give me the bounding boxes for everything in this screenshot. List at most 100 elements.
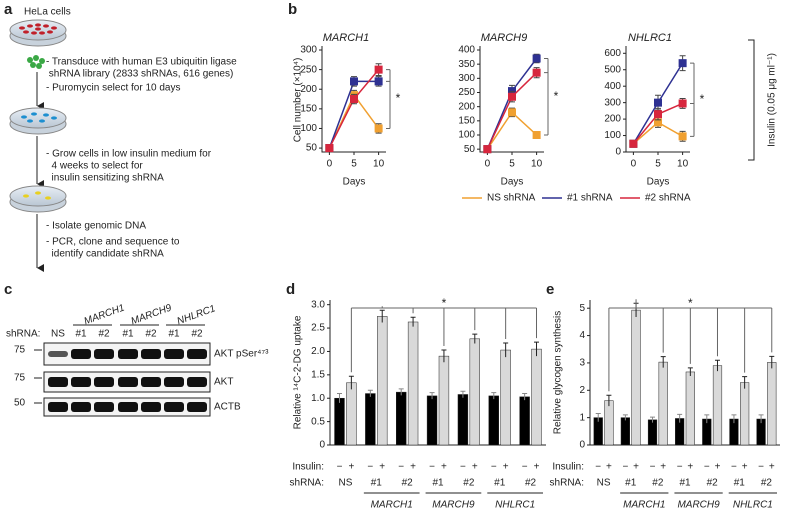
y-tick-label: 600 xyxy=(604,48,621,59)
row-label: shRNA: xyxy=(550,478,584,489)
y-tick-label: 3 xyxy=(579,358,585,369)
y-tick-label: 100 xyxy=(604,130,621,141)
legend-label: NS shRNA xyxy=(487,193,536,204)
y-tick-label: 2.0 xyxy=(311,346,325,357)
y-tick-label: 400 xyxy=(458,45,475,56)
x-axis-label: Days xyxy=(343,177,366,188)
step-text: - Isolate genomic DNA xyxy=(46,221,146,232)
error-bar xyxy=(758,414,764,424)
error-bar xyxy=(534,341,540,357)
lane-label: NS xyxy=(51,329,65,340)
insulin-sign: − xyxy=(622,462,628,473)
y-tick-label: 150 xyxy=(300,103,317,114)
band xyxy=(71,377,91,387)
panel-a xyxy=(9,19,67,272)
band xyxy=(164,377,184,387)
step-text: shRNA library (2833 shRNAs, 616 genes) xyxy=(46,69,233,80)
shrna-label: #2 xyxy=(463,478,475,489)
error-bar xyxy=(622,414,628,421)
error-bar xyxy=(660,356,666,368)
y-tick-label: 3.0 xyxy=(311,299,325,310)
point xyxy=(678,59,687,68)
band xyxy=(187,377,207,387)
significance-star: * xyxy=(554,89,559,103)
x-tick-label: 5 xyxy=(655,159,661,170)
point xyxy=(532,131,541,139)
shrna-label: #2 xyxy=(525,478,537,489)
insulin-sign: + xyxy=(687,462,693,473)
mw-marker: 75 xyxy=(14,345,26,356)
x-tick-label: 10 xyxy=(373,159,385,170)
chart-title: MARCH1 xyxy=(323,32,369,44)
y-tick-label: 50 xyxy=(464,144,476,155)
point xyxy=(678,132,687,141)
y-tick-label: 5 xyxy=(579,303,585,314)
y-tick-label: 100 xyxy=(458,130,475,141)
group-label: NHLRC1 xyxy=(176,303,217,327)
insulin-sign: + xyxy=(410,462,416,473)
band xyxy=(94,349,114,359)
error-bar xyxy=(595,413,601,422)
y-tick-label: 200 xyxy=(300,84,317,95)
step-text: insulin sensitizing shRNA xyxy=(46,173,164,184)
y-tick-label: 0 xyxy=(319,440,325,451)
shrna-label: #2 xyxy=(402,478,414,489)
panel-label: b xyxy=(288,1,297,18)
step-text: - Puromycin select for 10 days xyxy=(46,83,181,94)
y-tick-label: 300 xyxy=(458,73,475,84)
x-axis-label: Days xyxy=(501,177,524,188)
bar xyxy=(604,400,614,446)
band xyxy=(94,377,114,387)
y-tick-label: 300 xyxy=(300,45,317,56)
significance-bracket xyxy=(608,299,773,392)
point xyxy=(350,95,358,104)
insulin-label: Insulin (0.05 μg ml⁻¹) xyxy=(767,53,778,147)
chart-title: NHLRC1 xyxy=(628,32,672,44)
point xyxy=(483,145,492,154)
significance-star: * xyxy=(688,296,693,310)
bar xyxy=(712,365,723,446)
bar xyxy=(685,371,695,446)
point xyxy=(654,98,662,107)
insulin-sign: − xyxy=(731,462,737,473)
error-bar xyxy=(677,413,683,423)
step-text: - Grow cells in low insulin medium for xyxy=(46,149,212,160)
step-text: - Transduce with human E3 ubiquitin liga… xyxy=(46,57,237,68)
error-bar xyxy=(367,389,373,397)
y-tick-label: 1 xyxy=(579,412,585,423)
chart-title: MARCH9 xyxy=(481,32,527,44)
y-tick-label: 300 xyxy=(604,97,621,108)
y-tick-label: 500 xyxy=(604,64,621,75)
bar xyxy=(365,393,376,446)
bar xyxy=(767,362,777,446)
lane-label: #1 xyxy=(168,329,180,340)
group-label: MARCH1 xyxy=(83,303,126,328)
x-axis-label: Days xyxy=(647,177,670,188)
bar xyxy=(631,309,641,446)
significance-star: * xyxy=(396,91,401,105)
legend-label: #2 shRNA xyxy=(645,193,691,204)
band xyxy=(141,402,161,412)
y-tick-label: 250 xyxy=(300,64,317,75)
insulin-sign: − xyxy=(677,462,683,473)
bar xyxy=(407,321,419,446)
step-text: identify candidate shRNA xyxy=(46,249,164,260)
y-tick-label: 200 xyxy=(458,101,475,112)
y-tick-label: 4 xyxy=(579,330,585,341)
shrna-label: #1 xyxy=(371,478,383,489)
point xyxy=(508,108,516,117)
shrna-label: #1 xyxy=(432,478,444,489)
bar xyxy=(488,395,499,446)
y-tick-label: 0 xyxy=(615,147,621,158)
bar xyxy=(426,395,438,446)
axis xyxy=(329,300,546,446)
y-tick-label: 150 xyxy=(458,115,475,126)
x-tick-label: 0 xyxy=(631,159,637,170)
y-tick-label: 400 xyxy=(604,81,621,92)
bar xyxy=(647,419,658,446)
panel-label: e xyxy=(546,281,554,298)
x-tick-label: 5 xyxy=(509,159,515,170)
x-tick-label: 0 xyxy=(485,159,491,170)
band xyxy=(141,377,161,387)
panel-label: c xyxy=(4,281,12,298)
